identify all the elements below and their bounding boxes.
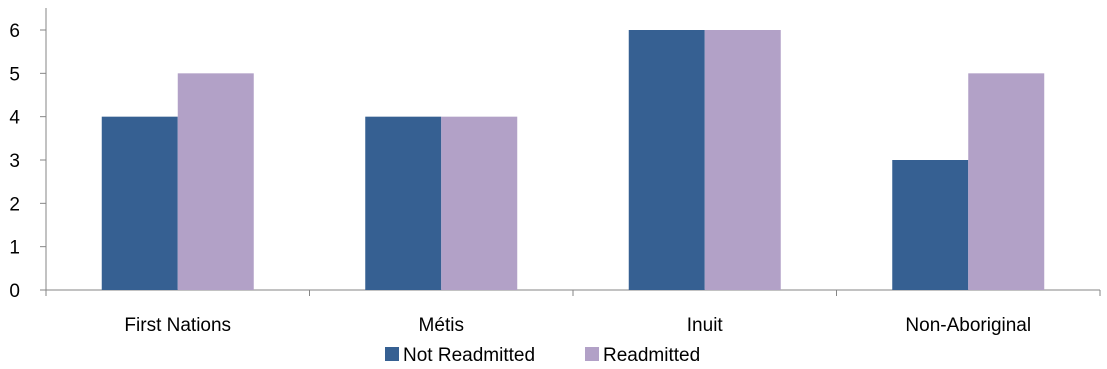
y-tick-label: 1 bbox=[9, 238, 20, 259]
x-axis-labels: First Nations Métis Inuit Non-Aboriginal bbox=[124, 315, 1031, 336]
bar-readmitted-0 bbox=[177, 73, 254, 290]
bars bbox=[101, 30, 1045, 291]
y-tick-label: 2 bbox=[9, 194, 20, 215]
bar-readmitted-1 bbox=[441, 116, 518, 291]
x-category-label: First Nations bbox=[124, 315, 231, 336]
legend-swatch bbox=[585, 347, 599, 361]
legend: Not Readmitted Readmitted bbox=[385, 345, 700, 366]
y-tick-label: 3 bbox=[9, 151, 20, 172]
y-tick-label: 5 bbox=[9, 64, 20, 85]
y-tick-label: 6 bbox=[9, 21, 20, 42]
bar-not-readmitted-0 bbox=[101, 116, 178, 291]
x-category-label: Non-Aboriginal bbox=[905, 315, 1031, 336]
x-category-label: Métis bbox=[419, 315, 464, 336]
bar-not-readmitted-3 bbox=[892, 160, 969, 290]
legend-label: Not Readmitted bbox=[403, 345, 535, 366]
x-category-label: Inuit bbox=[687, 315, 724, 336]
bar-not-readmitted-2 bbox=[628, 30, 705, 290]
y-tick-label: 0 bbox=[9, 281, 20, 302]
bar-not-readmitted-1 bbox=[365, 116, 442, 291]
y-tick-label: 4 bbox=[9, 108, 20, 129]
legend-label: Readmitted bbox=[603, 345, 700, 366]
legend-swatch bbox=[385, 347, 399, 361]
x-axis-ticks bbox=[45, 290, 1101, 296]
bar-readmitted-2 bbox=[704, 30, 781, 290]
y-axis-ticks: 0 1 2 3 4 5 6 bbox=[9, 21, 46, 302]
bar-readmitted-3 bbox=[968, 73, 1045, 290]
